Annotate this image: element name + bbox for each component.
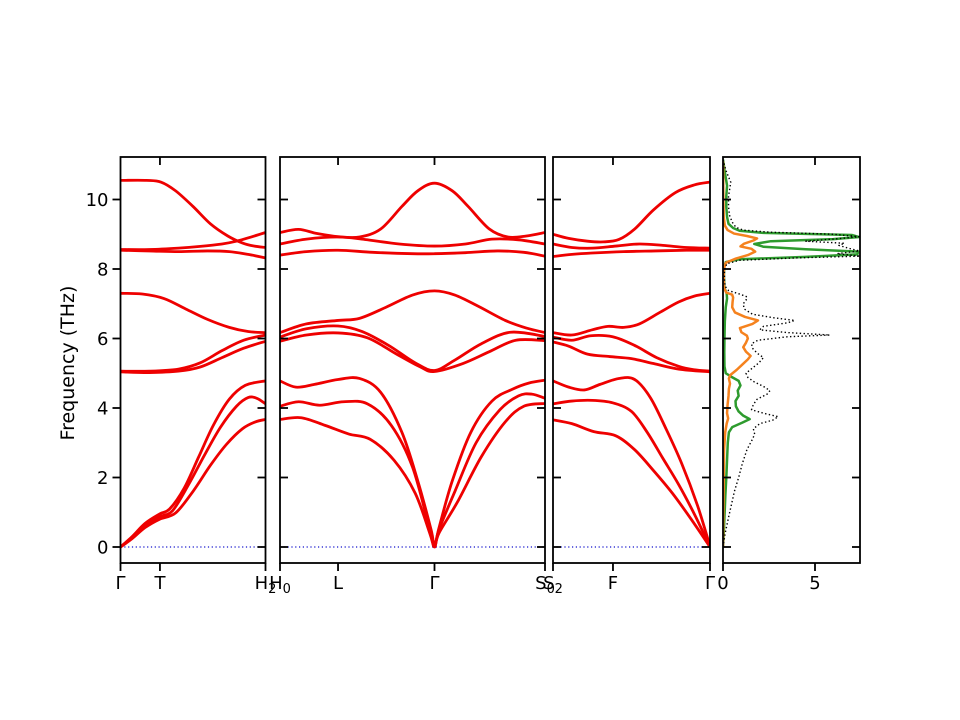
x-tick-label: Γ [115,573,125,594]
phonon-band [553,418,710,549]
phonon-band [120,231,266,252]
panel-frame [279,156,546,564]
y-tick-label: 8 [97,260,108,281]
x-tick-label: F [608,573,618,594]
phonon-band [120,178,266,249]
y-tick-label: 10 [86,190,109,211]
band-panel-H0-L-gamma-S0 [280,181,545,549]
x-tick-label: H0 [269,573,291,597]
phonon-band [280,235,545,248]
panel-frame [722,156,861,564]
phonon-band [553,333,710,373]
dos-panel [723,159,860,548]
band-panel-S2-F-gamma [553,180,710,549]
phonon-band [280,181,545,240]
y-tick-label: 0 [97,538,108,559]
x-tick-label: T [153,573,166,594]
y-tick-label: 6 [97,329,108,350]
panel-frame [552,156,711,564]
pdos-green-curve [723,159,860,548]
x-tick-label: H2 [255,573,277,597]
panel-axes-2: S2 F Γ [543,156,715,597]
panel-axes-1: H0 L Γ S0 [269,156,555,597]
phonon-band [553,248,710,258]
panel-axes-0: Γ T H2 [112,156,277,597]
phonon-band [120,379,266,549]
x-tick-label: S2 [543,573,563,597]
x-tick-label: Γ [429,573,439,594]
phonon-band [120,339,266,374]
x-tick-label: S0 [535,573,555,597]
phonon-band [280,392,545,549]
phonon-band [553,340,710,374]
y-tick-label: 4 [97,399,108,420]
phonon-band [120,395,266,549]
phonon-band [280,402,545,549]
y-tick-label: 2 [97,468,108,489]
phonon-band [553,376,710,548]
pdos-orange-curve [723,161,760,548]
phonon-band [280,331,545,374]
phonon-band [120,291,266,334]
total-dos-curve [723,159,860,548]
panel-frame [119,156,267,564]
phonon-band [553,291,710,337]
phonon-band [120,248,266,260]
phonon-band [553,242,710,250]
phonon-band [280,248,545,258]
phonon-band [120,333,266,373]
phonon-band [553,180,710,244]
x-tick-label: L [333,573,343,594]
phonon-band [553,398,710,549]
x-tick-label: 0 [717,573,728,594]
x-tick-label: 5 [809,573,820,594]
phonon-band [120,418,266,549]
y-tick-labels: 0 2 4 6 8 10 [86,190,109,559]
phonon-band [280,289,545,334]
band-panel-gamma-T-H2 [120,178,266,549]
x-tick-label: Γ [705,573,715,594]
